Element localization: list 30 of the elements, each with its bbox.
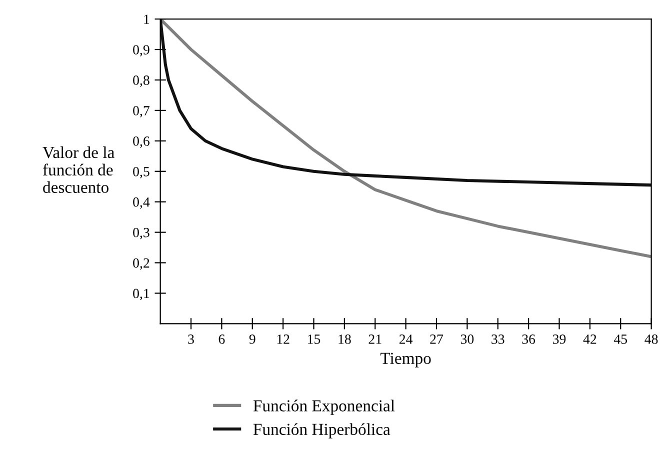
x-tick-label: 12 [277, 334, 290, 344]
y-tick-label: 1 [144, 14, 150, 24]
y-tick-label: 0,3 [133, 228, 150, 240]
x-tick-label: 39 [552, 334, 566, 344]
x-tick-label: 33 [492, 334, 504, 344]
legend-label: Función Exponencial [253, 400, 395, 415]
legend-label: Función Hiperbólica [253, 423, 390, 438]
x-tick-label: 9 [249, 334, 256, 344]
y-tick-label: 0,5 [133, 166, 150, 178]
x-tick-label: 45 [614, 334, 628, 344]
x-tick-label: 18 [338, 334, 351, 344]
x-tick-label: 6 [218, 334, 225, 344]
y-tick-label: 0,9 [133, 45, 150, 56]
y-tick-label: 0,4 [133, 197, 150, 209]
x-tick-label: 24 [399, 334, 413, 344]
x-tick-label: 30 [460, 334, 474, 344]
y-tick-label: 0,6 [133, 136, 150, 148]
y-tick-label: 0,7 [133, 106, 150, 118]
x-axis-title: Tiempo [380, 352, 431, 368]
x-tick-label: 3 [188, 334, 194, 344]
y-tick-label: 0,2 [133, 258, 150, 270]
x-tick-label: 36 [522, 334, 536, 344]
x-tick-label: 42 [583, 334, 596, 344]
y-tick-label: 0,1 [133, 288, 150, 300]
x-tick-label: 48 [644, 334, 658, 344]
y-tick-label: 0,8 [133, 76, 150, 87]
x-tick-label: 27 [430, 334, 444, 344]
x-tick-label: 21 [368, 334, 382, 344]
x-tick-label: 15 [308, 334, 320, 344]
y-axis-title: Valor de la función de descuento [42, 146, 114, 193]
